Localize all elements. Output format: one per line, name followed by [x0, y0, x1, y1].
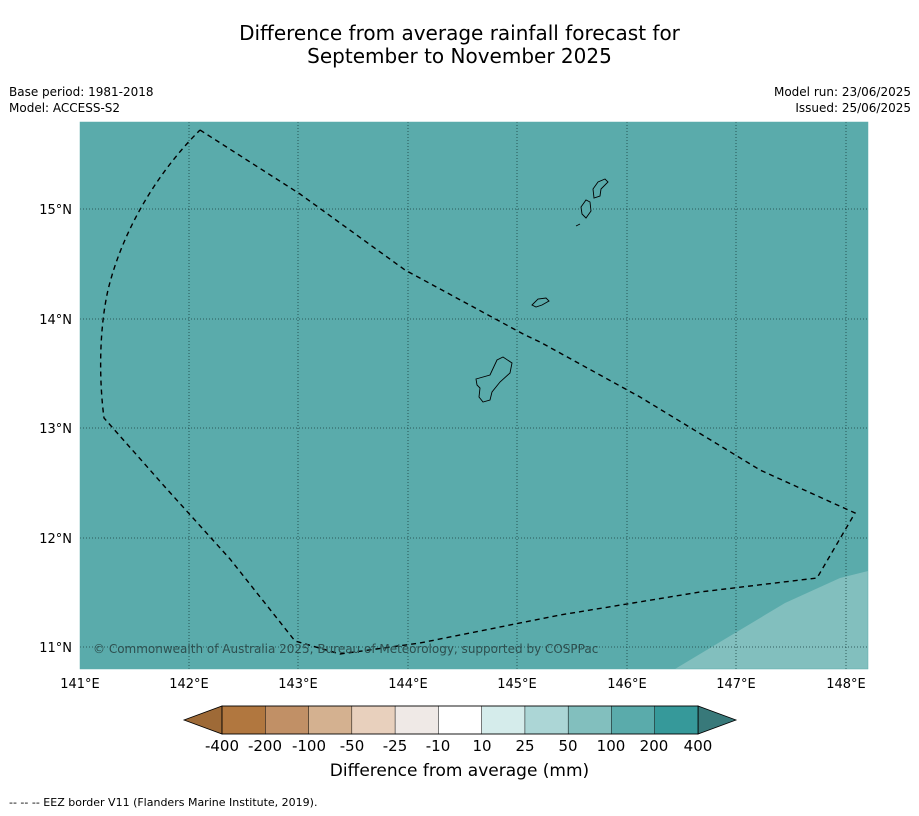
title-line-2: September to November 2025	[307, 44, 612, 68]
colorbar-segment	[654, 705, 699, 735]
colorbar-segment	[308, 705, 353, 735]
lon-label: 145°E	[497, 677, 537, 692]
island-rota	[531, 297, 550, 308]
lat-label: 11°N	[39, 641, 72, 656]
title-line-1: Difference from average rainfall forecas…	[239, 21, 680, 45]
map-frame	[79, 121, 869, 670]
map-ocean-area	[80, 122, 868, 669]
colorbar-tick: 100	[597, 737, 626, 755]
meta-left: Base period: 1981-2018 Model: ACCESS-S2	[9, 84, 154, 116]
colorbar-segment	[221, 705, 266, 735]
colorbar-tick: -25	[383, 737, 408, 755]
island-tinian	[580, 199, 592, 219]
lon-label: 144°E	[388, 677, 428, 692]
longitude-labels: 141°E 142°E 143°E 144°E 145°E 146°E 147°…	[60, 677, 866, 692]
colorbar-tick: 200	[640, 737, 669, 755]
colorbar-arrow-high	[697, 705, 738, 735]
island-guam	[475, 356, 513, 403]
lon-label: 142°E	[169, 677, 209, 692]
base-period: Base period: 1981-2018	[9, 85, 154, 99]
colorbar-arrow-low	[182, 705, 223, 735]
colorbar-tick: 10	[472, 737, 491, 755]
colorbar-outline	[221, 705, 699, 735]
colorbar-tick: 25	[515, 737, 534, 755]
colorbar-segment	[611, 705, 656, 735]
island-aguijan	[575, 223, 581, 227]
copyright-notice: © Commonwealth of Australia 2025, Bureau…	[93, 642, 598, 656]
colorbar-tick: 400	[684, 737, 713, 755]
island-saipan	[592, 178, 609, 199]
lat-label: 14°N	[39, 313, 72, 328]
colorbar-segment	[481, 705, 526, 735]
colorbar-segment	[438, 705, 483, 735]
colorbar-segment	[567, 705, 612, 735]
colorbar-tick: -50	[340, 737, 365, 755]
lon-label: 148°E	[826, 677, 866, 692]
lon-label: 147°E	[716, 677, 756, 692]
islands	[475, 178, 609, 403]
eez-legend-note: -- -- -- EEZ border V11 (Flanders Marine…	[9, 796, 318, 809]
colorbar: -400 -200 -100 -50 -25 -10 10 25 50 100 …	[182, 705, 738, 755]
colorbar-label: Difference from average (mm)	[329, 761, 590, 781]
colorbar-tick: -400	[205, 737, 239, 755]
colorbar-tick: 50	[558, 737, 577, 755]
issued-date: Issued: 25/06/2025	[795, 101, 911, 115]
lon-label: 141°E	[60, 677, 100, 692]
lon-label: 143°E	[278, 677, 318, 692]
colorbar-tick: -100	[292, 737, 326, 755]
colorbar-segment	[524, 705, 569, 735]
colorbar-segment	[351, 705, 396, 735]
forecast-category-region	[675, 571, 868, 669]
lat-label: 15°N	[39, 203, 72, 218]
map-title: Difference from average rainfall forecas…	[0, 22, 919, 68]
colorbar-tick: -10	[426, 737, 451, 755]
colorbar-segment	[394, 705, 439, 735]
colorbar-segment	[265, 705, 310, 735]
lat-label: 13°N	[39, 422, 72, 437]
model-name: Model: ACCESS-S2	[9, 101, 121, 115]
lat-label: 12°N	[39, 532, 72, 547]
lon-label: 146°E	[607, 677, 647, 692]
meta-right: Model run: 23/06/2025 Issued: 25/06/2025	[774, 84, 911, 116]
graticule	[80, 122, 868, 669]
latitude-labels: 15°N 14°N 13°N 12°N 11°N	[39, 203, 72, 656]
eez-border	[99, 129, 856, 655]
model-run: Model run: 23/06/2025	[773, 85, 911, 99]
colorbar-tick: -200	[248, 737, 282, 755]
